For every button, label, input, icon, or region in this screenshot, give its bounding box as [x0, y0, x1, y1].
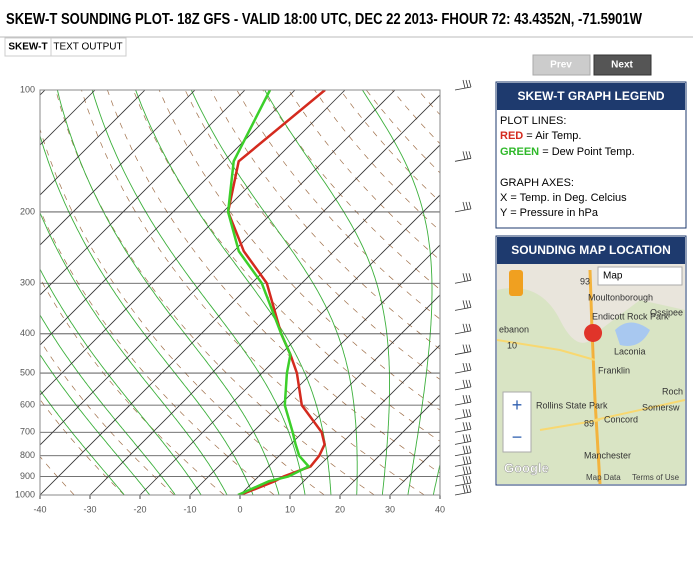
map-label: 93	[580, 276, 590, 286]
legend-text: X = Temp. in Deg. Celcius	[500, 192, 627, 204]
map-label: Rollins State Park	[536, 400, 608, 410]
legend-text: GREEN = Dew Point Temp.	[500, 146, 635, 158]
y-tick-label: 100	[20, 84, 35, 94]
legend-text: Y = Pressure in hPa	[500, 207, 599, 219]
y-tick-label: 300	[20, 278, 35, 288]
map-label: Moultonborough	[588, 292, 653, 302]
map-label: Laconia	[614, 346, 646, 356]
map-label: Roch	[662, 386, 683, 396]
zoom-in[interactable]: +	[512, 395, 523, 415]
x-tick-label: -20	[133, 504, 146, 514]
dropdown-label[interactable]: Map	[603, 271, 623, 282]
x-tick-label: 10	[285, 504, 295, 514]
next-label[interactable]: Next	[611, 60, 633, 71]
legend-text: RED = Air Temp.	[500, 130, 581, 142]
y-tick-label: 1000	[15, 489, 35, 499]
y-tick-label: 200	[20, 206, 35, 216]
legend-title: SKEW-T GRAPH LEGEND	[517, 89, 664, 103]
page-title: SKEW-T SOUNDING PLOT- 18Z GFS - VALID 18…	[6, 11, 643, 28]
legend-key: RED	[500, 130, 523, 142]
y-tick-label: 400	[20, 328, 35, 338]
map-label: Ossipee	[650, 307, 683, 317]
legend-text: PLOT LINES:	[500, 115, 566, 127]
map-label: Concord	[604, 414, 638, 424]
x-tick-label: 40	[435, 504, 445, 514]
x-tick-label: -30	[83, 504, 96, 514]
y-tick-label: 600	[20, 400, 35, 410]
legend-text: GRAPH AXES:	[500, 177, 574, 189]
y-tick-label: 700	[20, 427, 35, 437]
map-label: Somersw	[642, 402, 680, 412]
legend-entry: Air Temp.	[535, 130, 581, 142]
legend-sep: =	[526, 130, 532, 142]
prev-label[interactable]: Prev	[550, 60, 572, 71]
map[interactable]: + − Google Map Data Terms of Use Moulton…	[497, 264, 685, 484]
map-terms[interactable]: Terms of Use	[632, 473, 680, 482]
map-title: SOUNDING MAP LOCATION	[511, 243, 671, 257]
y-tick-label: 500	[20, 367, 35, 377]
map-label: 10	[507, 340, 517, 350]
x-tick-label: -10	[183, 504, 196, 514]
map-label: ebanon	[499, 324, 529, 334]
tab-label[interactable]: TEXT OUTPUT	[53, 42, 122, 53]
pegman[interactable]	[509, 270, 523, 296]
legend-key: GREEN	[500, 146, 539, 158]
x-tick-label: 20	[335, 504, 345, 514]
x-tick-label: 30	[385, 504, 395, 514]
legend-entry: Dew Point Temp.	[552, 146, 635, 158]
map-data[interactable]: Map Data	[586, 473, 621, 482]
map-label: Manchester	[584, 450, 631, 460]
zoom-out[interactable]: −	[512, 427, 523, 447]
legend-sep: =	[542, 146, 548, 158]
y-tick-label: 800	[20, 450, 35, 460]
google-logo: Google	[504, 460, 549, 475]
map-label: 89	[584, 418, 594, 428]
y-tick-label: 900	[20, 471, 35, 481]
tab-label[interactable]: SKEW-T	[8, 42, 47, 53]
x-tick-label: -40	[33, 504, 46, 514]
x-tick-label: 0	[237, 504, 242, 514]
map-label: Franklin	[598, 365, 630, 375]
